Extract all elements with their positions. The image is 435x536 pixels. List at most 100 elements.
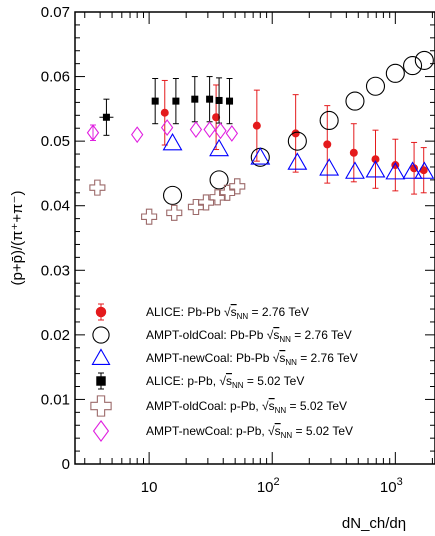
legend: ALICE: Pb-Pb √sNN = 2.76 TeVAMPT-oldCoal…: [90, 303, 358, 443]
marker-open-triangle: [162, 132, 183, 151]
legend-sqrt-s: s: [275, 424, 281, 438]
marker-filled-circle: [252, 121, 261, 130]
legend-sqrt-symbol: √: [262, 399, 269, 413]
legend-sqrt-s: s: [273, 328, 279, 342]
legend-energy: = 2.76 TeV: [297, 351, 358, 365]
marker-open-triangle: [319, 158, 340, 176]
marker-open-diamond: [203, 121, 216, 138]
legend-entry: AMPT-newCoal: Pb-Pb √sNN = 2.76 TeV: [91, 348, 358, 367]
marker-open-circle: [414, 50, 434, 70]
legend-label: AMPT-newCoal: p-Pb, √sNN = 5.02 TeV: [146, 424, 353, 440]
marker-open-triangle: [365, 160, 386, 178]
marker-open-diamond: [160, 119, 174, 137]
marker-open-diamond: [86, 124, 100, 142]
marker-open-cross: [197, 194, 215, 211]
marker-open-circle: [365, 76, 386, 96]
legend-sqrt-s: s: [279, 351, 285, 365]
legend-energy: = 2.76 TeV: [291, 328, 352, 342]
legend-sqrt-s: s: [269, 399, 275, 413]
legend-label: AMPT-oldCoal: Pb-Pb √sNN = 2.76 TeV: [146, 328, 352, 344]
marker-filled-square: [215, 96, 223, 104]
legend-energy: = 5.02 TeV: [244, 374, 305, 388]
marker-filled-square: [226, 97, 234, 105]
y-tick-label: 0.06: [41, 69, 70, 86]
marker-filled-circle: [349, 148, 358, 157]
plot-area: [74, 11, 435, 465]
legend-series-name: AMPT-newCoal: p-Pb,: [146, 424, 268, 438]
y-tick-label: 0.04: [41, 198, 70, 215]
marker-filled-circle: [160, 108, 169, 117]
legend-label: ALICE: p-Pb, √sNN = 5.02 TeV: [146, 374, 304, 390]
marker-filled-circle: [371, 155, 380, 164]
series-filled-circle: [160, 79, 428, 195]
marker-open-circle: [345, 91, 365, 111]
y-tick-label: 0.02: [41, 327, 70, 344]
marker-open-cross: [187, 198, 204, 216]
marker-open-circle: [92, 326, 110, 344]
legend-sqrt-symbol: √: [224, 305, 231, 319]
marker-open-triangle: [209, 138, 230, 157]
marker-open-triangle: [345, 161, 365, 179]
legend-series-name: ALICE: Pb-Pb: [146, 305, 224, 319]
series-filled-square: [99, 76, 234, 136]
x-tick-label: 103: [380, 476, 403, 496]
legend-entry: AMPT-oldCoal: Pb-Pb √sNN = 2.76 TeV: [92, 326, 352, 344]
marker-open-cross: [229, 178, 246, 195]
legend-sqrt-subscript: NN: [237, 312, 249, 321]
legend-entry: AMPT-oldCoal: p-Pb, √sNN = 5.02 TeV: [90, 395, 347, 417]
legend-sqrt-s: s: [231, 305, 237, 319]
marker-open-cross: [90, 395, 112, 417]
plot-frame: [74, 11, 435, 465]
marker-open-circle: [319, 110, 339, 131]
marker-filled-circle: [323, 140, 332, 149]
marker-open-triangle: [287, 152, 308, 170]
marker-open-diamond: [189, 121, 203, 138]
marker-open-cross: [219, 184, 236, 201]
y-tick-label: 0: [62, 456, 70, 473]
y-tick-label: 0.03: [41, 262, 70, 279]
marker-open-diamond: [92, 419, 110, 443]
legend-energy: = 5.02 TeV: [292, 424, 353, 438]
marker-open-triangle: [385, 162, 406, 180]
series-open-diamond: [86, 119, 239, 144]
marker-filled-square: [172, 97, 180, 105]
marker-open-circle: [287, 131, 307, 151]
legend-entry: AMPT-newCoal: p-Pb, √sNN = 5.02 TeV: [92, 419, 353, 443]
legend-entry: ALICE: Pb-Pb √sNN = 2.76 TeV: [95, 303, 309, 321]
marker-open-circle: [162, 185, 183, 205]
legend-series-name: AMPT-oldCoal: Pb-Pb: [146, 328, 267, 342]
marker-open-triangle: [91, 348, 111, 365]
legend-sqrt-subscript: NN: [281, 431, 293, 440]
legend-series-name: AMPT-oldCoal: p-Pb,: [146, 399, 262, 413]
marker-filled-circle: [95, 306, 107, 318]
marker-open-triangle: [414, 161, 435, 179]
legend-series-name: AMPT-newCoal: Pb-Pb: [146, 351, 273, 365]
legend-energy: = 2.76 TeV: [248, 305, 309, 319]
legend-sqrt-s: s: [226, 374, 232, 388]
series-open-triangle: [162, 132, 435, 180]
x-tick-label: 102: [257, 476, 280, 496]
legend-sqrt-symbol: √: [219, 374, 226, 388]
y-axis-ticks: 0 0.01 0.02 0.03 0.04 0.05 0.06 0.07: [41, 4, 435, 473]
marker-open-circle: [385, 63, 405, 83]
marker-open-cross: [166, 204, 183, 221]
y-tick-label: 0.05: [41, 133, 70, 150]
marker-filled-square: [96, 376, 106, 386]
x-tick-label: 10: [141, 479, 158, 496]
marker-open-diamond: [131, 126, 144, 144]
x-tick-exponent: 3: [397, 476, 403, 488]
legend-sqrt-subscript: NN: [279, 335, 291, 344]
legend-series-name: ALICE: p-Pb,: [146, 374, 219, 388]
marker-open-diamond: [225, 124, 239, 142]
legend-sqrt-subscript: NN: [275, 406, 287, 415]
legend-label: AMPT-oldCoal: p-Pb, √sNN = 5.02 TeV: [146, 399, 347, 415]
x-tick-exponent: 2: [274, 476, 280, 488]
legend-sqrt-symbol: √: [267, 328, 274, 342]
marker-filled-square: [102, 113, 110, 121]
marker-open-diamond: [214, 122, 227, 140]
legend-energy: = 5.02 TeV: [286, 399, 347, 413]
x-axis-title: dN_ch/dη: [342, 515, 406, 532]
legend-label: AMPT-newCoal: Pb-Pb √sNN = 2.76 TeV: [146, 351, 358, 367]
marker-open-cross: [89, 179, 106, 196]
